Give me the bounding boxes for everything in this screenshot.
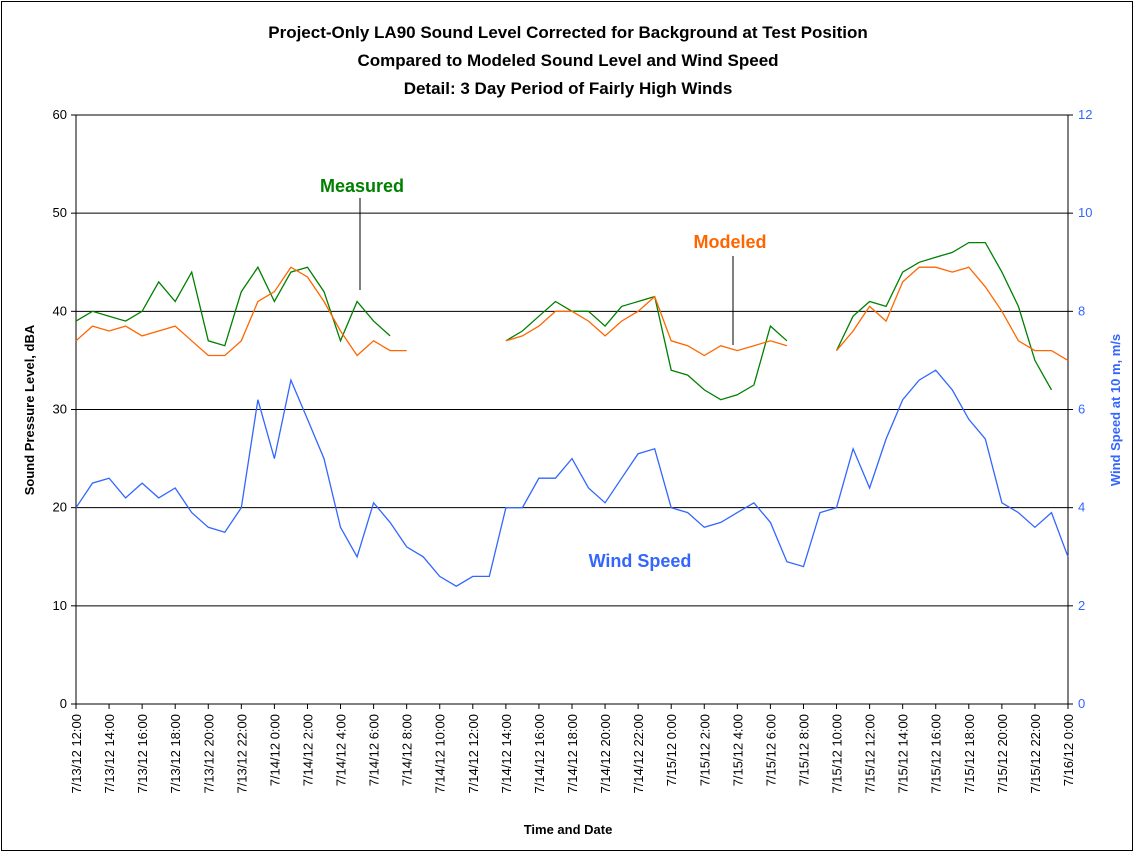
- x-tick-label: 7/14/12 8:00: [400, 714, 415, 786]
- x-tick-label: 7/14/12 2:00: [300, 714, 315, 786]
- x-tick-label: 7/14/12 22:00: [631, 714, 646, 794]
- y-tick-label: 20: [53, 500, 67, 515]
- series-line: [75, 266, 1069, 361]
- x-tick-label: 7/15/12 22:00: [1028, 714, 1043, 794]
- annotation: Modeled: [693, 232, 766, 252]
- chart-subtitle: Compared to Modeled Sound Level and Wind…: [357, 51, 778, 70]
- x-tick-label: 7/14/12 10:00: [433, 714, 448, 794]
- x-tick-label: 7/15/12 14:00: [896, 714, 911, 794]
- x-tick-label: 7/13/12 14:00: [102, 714, 117, 794]
- x-tick-label: 7/14/12 6:00: [367, 714, 382, 786]
- x-tick-label: 7/13/12 16:00: [135, 714, 150, 794]
- x-tick-label: 7/13/12 22:00: [234, 714, 249, 794]
- series-line: [75, 369, 1069, 587]
- y2-tick-label: 6: [1078, 402, 1085, 417]
- x-tick-label: 7/15/12 16:00: [929, 714, 944, 794]
- y-tick-label: 50: [53, 205, 67, 220]
- x-tick-label: 7/14/12 4:00: [334, 714, 349, 786]
- x-tick-label: 7/14/12 20:00: [598, 714, 613, 794]
- chart-subtitle: Detail: 3 Day Period of Fairly High Wind…: [404, 79, 733, 98]
- y-tick-label: 60: [53, 107, 67, 122]
- x-tick-label: 7/15/12 12:00: [863, 714, 878, 794]
- x-tick-label: 7/14/12 18:00: [565, 714, 580, 794]
- plot-area: [75, 114, 1069, 705]
- x-tick-label: 7/13/12 18:00: [168, 714, 183, 794]
- y2-tick-label: 8: [1078, 303, 1085, 318]
- x-tick-label: 7/14/12 0:00: [267, 714, 282, 786]
- x-tick-label: 7/15/12 6:00: [763, 714, 778, 786]
- annotation: Measured: [320, 176, 404, 196]
- x-tick-label: 7/15/12 18:00: [962, 714, 977, 794]
- y2-tick-label: 12: [1078, 107, 1092, 122]
- chart-title: Project-Only LA90 Sound Level Corrected …: [268, 23, 868, 42]
- y-tick-label: 40: [53, 303, 67, 318]
- x-tick-label: 7/14/12 12:00: [466, 714, 481, 794]
- y-tick-label: 10: [53, 598, 67, 613]
- y2-axis-label: Wind Speed at 10 m, m/s: [1108, 334, 1123, 486]
- x-tick-label: 7/15/12 0:00: [664, 714, 679, 786]
- y-tick-label: 0: [60, 696, 67, 711]
- y2-tick-label: 2: [1078, 598, 1085, 613]
- x-tick-label: 7/13/12 12:00: [69, 714, 84, 794]
- x-tick-label: 7/15/12 20:00: [995, 714, 1010, 794]
- x-tick-label: 7/14/12 16:00: [532, 714, 547, 794]
- x-tick-label: 7/15/12 4:00: [730, 714, 745, 786]
- x-tick-label: 7/13/12 20:00: [201, 714, 216, 794]
- x-tick-label: 7/15/12 10:00: [830, 714, 845, 794]
- x-tick-label: 7/15/12 2:00: [697, 714, 712, 786]
- x-tick-label: 7/16/12 0:00: [1061, 714, 1076, 786]
- y2-tick-label: 4: [1078, 500, 1085, 515]
- y2-tick-label: 0: [1078, 696, 1085, 711]
- series-line: [75, 241, 1053, 401]
- y-tick-label: 30: [53, 402, 67, 417]
- annotation: Wind Speed: [589, 551, 692, 571]
- x-tick-label: 7/15/12 8:00: [796, 714, 811, 786]
- x-tick-label: 7/14/12 14:00: [499, 714, 514, 794]
- x-axis-label: Time and Date: [524, 822, 613, 837]
- y2-tick-label: 10: [1078, 205, 1092, 220]
- y-axis-label: Sound Pressure Level, dBA: [22, 324, 37, 495]
